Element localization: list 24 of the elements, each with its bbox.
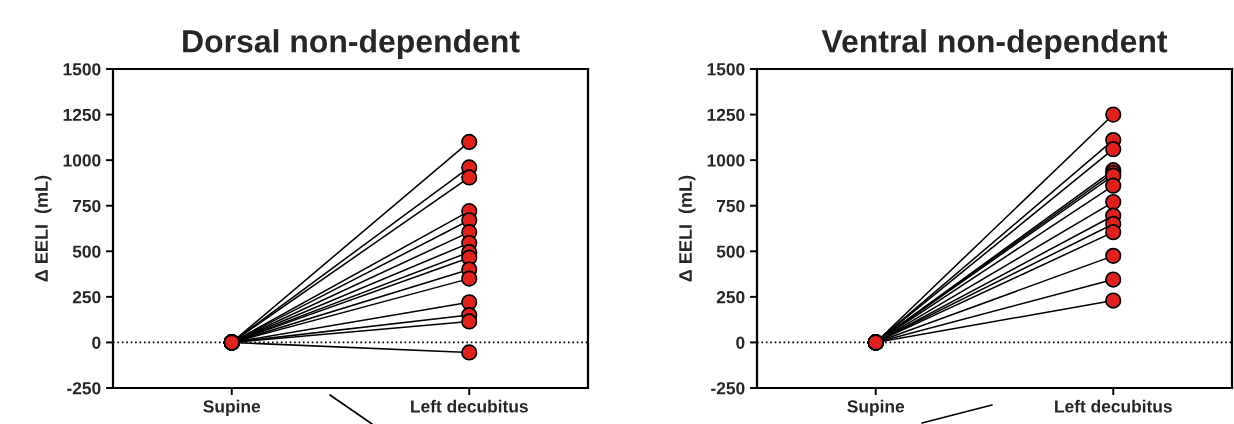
- x-tick-label: Supine: [203, 399, 261, 416]
- y-tick-label: 500: [72, 245, 101, 258]
- x-tick-label: Left decubitus: [411, 399, 528, 413]
- chart-title: Dorsal non-dependent: [183, 29, 520, 59]
- y-tick-label: 1500: [707, 63, 745, 76]
- y-tick-label: 0: [736, 336, 745, 349]
- x-tick-label: Supine: [847, 399, 905, 416]
- y-tick-label: -250: [67, 382, 101, 395]
- x-tick-label: Left decubitus: [1055, 399, 1172, 413]
- y-tick-label: 1250: [63, 108, 101, 122]
- y-tick-label: 1000: [63, 154, 101, 167]
- y-tick-label: 500: [716, 245, 745, 258]
- y-tick-label: 1500: [63, 63, 101, 76]
- y-tick-label: 0: [92, 336, 101, 349]
- y-axis-title: Δ EELI (mL): [34, 175, 52, 282]
- y-tick-label: 250: [72, 291, 101, 304]
- y-tick-label: -250: [711, 382, 745, 395]
- y-axis-title: Δ EELI (mL): [678, 175, 696, 282]
- y-tick-label: 1250: [707, 108, 745, 122]
- chart-title: Ventral non-dependent: [821, 29, 1168, 59]
- y-tick-label: 250: [716, 291, 745, 304]
- y-tick-label: 750: [716, 199, 745, 213]
- y-tick-label: 1000: [707, 154, 745, 167]
- y-tick-label: 750: [72, 199, 101, 213]
